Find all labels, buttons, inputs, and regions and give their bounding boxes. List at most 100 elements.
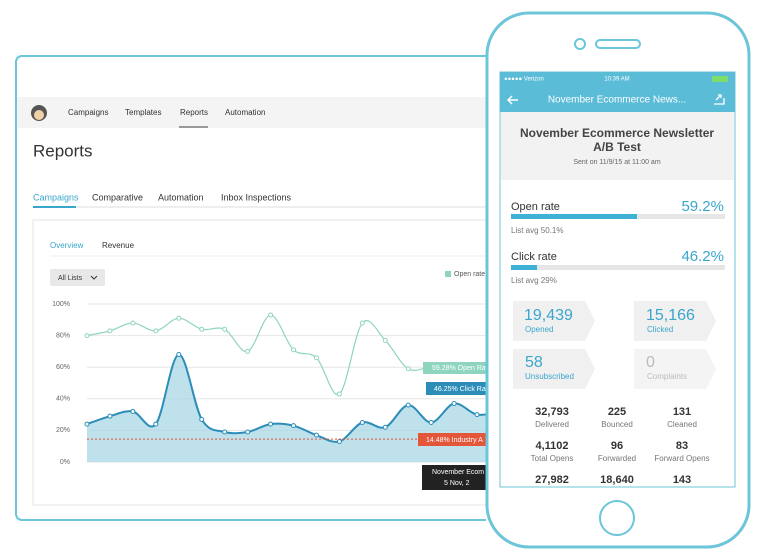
- desktop: Campaigns Templates Reports Automation R…: [15, 55, 486, 521]
- filter-label: All Lists: [58, 275, 83, 282]
- stat-value: 4,1102: [535, 440, 568, 452]
- app-header: [500, 72, 735, 112]
- point: [107, 328, 113, 334]
- chart: 0% 20% 40% 60% 80% 100% Open rate 59.28% Open R…: [52, 271, 486, 490]
- nav-bar: [17, 97, 486, 128]
- point: [107, 413, 113, 419]
- rate-track: [511, 265, 725, 270]
- rate-value: 59.2%: [681, 198, 724, 215]
- campaign-title: A/B Test: [593, 140, 641, 154]
- point: [405, 402, 411, 408]
- subtab[interactable]: Revenue: [102, 241, 135, 250]
- stat-label: Bounced: [601, 420, 633, 429]
- carrier: ●●●●● Verizon: [504, 77, 544, 83]
- tooltip: [422, 465, 486, 490]
- nav-item[interactable]: Templates: [125, 108, 161, 117]
- point: [199, 416, 205, 422]
- tooltip-text: 14.48% Industry A: [426, 437, 483, 444]
- tab[interactable]: Comparative: [92, 192, 143, 202]
- stat-value: 143: [673, 474, 691, 486]
- stat-value: 225: [608, 406, 626, 418]
- stat-value: 83: [676, 440, 688, 452]
- stat-value: 131: [673, 406, 691, 418]
- tooltip-text: 46.25% Click Ra: [434, 386, 486, 393]
- tile-value: 15,166: [646, 307, 695, 324]
- stat-label: Cleaned: [667, 420, 697, 429]
- battery: [712, 76, 728, 82]
- stat-label: Forward Opens: [654, 454, 709, 463]
- point: [199, 326, 205, 332]
- point: [336, 438, 342, 444]
- point: [176, 352, 182, 358]
- tile-label: Complaints: [647, 372, 687, 381]
- point: [84, 333, 90, 339]
- rate-label: Click rate: [511, 251, 557, 263]
- home-button[interactable]: [599, 500, 635, 536]
- point: [245, 429, 251, 435]
- point: [382, 424, 388, 430]
- y-tick-label: 40%: [56, 396, 70, 403]
- point: [313, 355, 319, 361]
- rate-value: 46.2%: [681, 248, 724, 265]
- nav-item[interactable]: Automation: [225, 108, 265, 117]
- y-tick-label: 60%: [56, 364, 70, 371]
- point: [474, 412, 480, 418]
- phone: ●●●●● Verizon 10:39 AM November Ecommerc…: [485, 11, 751, 549]
- point: [313, 432, 319, 438]
- legend-swatch: [445, 271, 451, 277]
- tab-underline: [33, 206, 76, 208]
- nav-underline: [179, 126, 208, 128]
- rate-label: Open rate: [511, 201, 560, 213]
- y-tick-label: 0%: [60, 459, 70, 466]
- point: [130, 408, 136, 414]
- filter-button[interactable]: [50, 269, 105, 286]
- tile-label: Opened: [525, 325, 553, 334]
- point: [291, 347, 296, 353]
- page-title: Reports: [33, 141, 93, 160]
- y-tick-label: 100%: [52, 301, 70, 308]
- tab[interactable]: Inbox Inspections: [221, 192, 292, 202]
- speaker: [595, 39, 641, 49]
- header-title: November Ecommerce News...: [548, 95, 686, 106]
- tile[interactable]: [513, 301, 595, 341]
- legend-label: Open rate: [454, 271, 485, 278]
- nav-item[interactable]: Campaigns: [68, 108, 108, 117]
- point: [176, 315, 182, 321]
- back-button[interactable]: [506, 95, 518, 105]
- summary-band: [501, 112, 734, 180]
- point: [153, 328, 159, 334]
- tooltip-text: 59.28% Open Ra: [432, 365, 486, 372]
- stat-value: 27,982: [535, 474, 569, 486]
- y-tick-label: 80%: [56, 332, 70, 339]
- filter-caret: [90, 275, 98, 280]
- stat-label: Forwarded: [598, 454, 636, 463]
- tab[interactable]: Automation: [158, 192, 204, 202]
- tab[interactable]: Campaigns: [33, 192, 79, 202]
- stat-value: 18,640: [600, 474, 634, 486]
- subtab[interactable]: Overview: [50, 241, 84, 250]
- stat-label: Delivered: [535, 420, 569, 429]
- rate-avg: List avg 29%: [511, 276, 557, 285]
- area: [87, 354, 486, 462]
- point: [84, 421, 90, 427]
- tooltip: [426, 382, 486, 395]
- tile[interactable]: [634, 301, 716, 341]
- logo-face: [34, 110, 44, 120]
- share-button[interactable]: [714, 94, 725, 105]
- point: [382, 337, 388, 343]
- tile[interactable]: [513, 349, 595, 389]
- point: [245, 348, 251, 354]
- tile[interactable]: [634, 349, 716, 389]
- tooltip: [423, 362, 486, 374]
- rate-fill: [511, 214, 637, 219]
- y-tick-label: 20%: [56, 427, 70, 434]
- tile-value: 0: [646, 354, 655, 371]
- tile-value: 19,439: [524, 307, 573, 324]
- point: [451, 401, 457, 407]
- nav-item[interactable]: Reports: [180, 108, 208, 117]
- tile-value: 58: [525, 354, 543, 371]
- point: [268, 421, 274, 427]
- point: [336, 391, 342, 397]
